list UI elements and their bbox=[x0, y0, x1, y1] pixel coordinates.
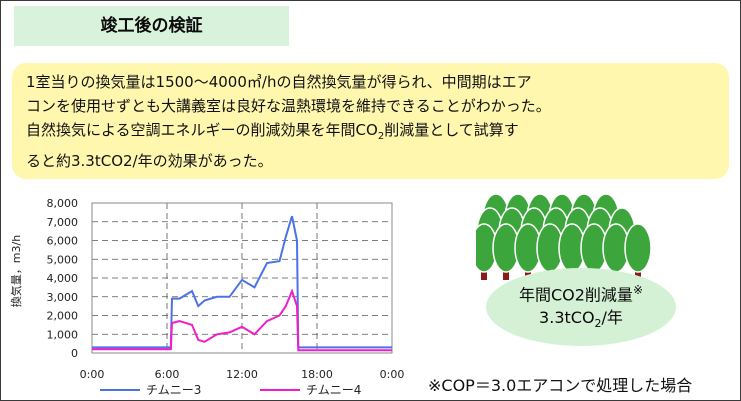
co2-reduction-badge: 年間CO2削減量※ 3.3tCO2/年 bbox=[486, 268, 676, 346]
tree-trunk bbox=[503, 266, 509, 280]
x-tick-label: 18:00 bbox=[301, 368, 333, 381]
summary-box bbox=[12, 63, 729, 179]
co2-badge-unit: /年 bbox=[601, 307, 623, 327]
y-tick-label: 8,000 bbox=[47, 197, 79, 210]
y-tick-label: 7,000 bbox=[47, 216, 79, 229]
legend-label-chimney3: チムニー3 bbox=[146, 383, 202, 397]
summary-line-3-part-a: 自然換気による空調エネルギーの削減効果を年間CO bbox=[26, 121, 378, 139]
x-tick-label: 6:00 bbox=[155, 368, 180, 381]
ventilation-chart: 0 1,000 2,000 3,000 4,000 5,000 6,000 7,000 8,00… bbox=[9, 197, 405, 381]
legend-label-chimney4: チムニー4 bbox=[306, 383, 362, 397]
chart-grid bbox=[92, 203, 392, 353]
summary-text: 1室当りの換気量は1500〜4000㎥/hの自然換気量が得られ、中間期はエア コ… bbox=[26, 70, 716, 173]
slide-title: 竣工後の検証 bbox=[14, 6, 289, 46]
x-tick-label: 0:00 bbox=[80, 368, 105, 381]
legend-swatch-chimney4 bbox=[260, 388, 300, 391]
y-tick-label: 0 bbox=[71, 347, 78, 360]
summary-line-1: 1室当りの換気量は1500〜4000㎥/hの自然換気量が得られ、中間期はエア bbox=[26, 73, 532, 91]
summary-line-4: ると約3.3tCO2/年の効果があった。 bbox=[26, 152, 273, 170]
x-tick-label: 0:00 bbox=[380, 368, 405, 381]
y-tick-label: 3,000 bbox=[47, 291, 79, 304]
tree-trunk bbox=[525, 266, 531, 280]
co2-badge-line2: 3.3tCO2/年 bbox=[539, 307, 623, 335]
summary-line-2: コンを使用せずとも大講義室は良好な温熱環境を維持できることがわかった。 bbox=[26, 97, 551, 115]
tree-trunk bbox=[635, 266, 641, 280]
chart-series bbox=[92, 215, 392, 352]
y-tick-label: 6,000 bbox=[47, 235, 79, 248]
legend-swatch-chimney3 bbox=[100, 388, 140, 391]
tree-trunk bbox=[481, 266, 487, 280]
y-tick-label: 2,000 bbox=[47, 310, 79, 323]
co2-badge-subscript: 2 bbox=[594, 316, 602, 330]
legend-item-chimney4: チムニー4 bbox=[260, 381, 361, 398]
plot-area bbox=[91, 202, 393, 354]
summary-line-3: 自然換気による空調エネルギーの削減効果を年間CO2削減量として試算す bbox=[26, 118, 716, 149]
footnote: ※COP＝3.0エアコンで処理した場合 bbox=[428, 376, 693, 395]
x-tick-label: 12:00 bbox=[226, 368, 258, 381]
chart-legend: チムニー3 チムニー4 bbox=[100, 381, 420, 397]
legend-item-chimney3: チムニー3 bbox=[100, 381, 201, 398]
y-tick-label: 1,000 bbox=[47, 328, 79, 341]
summary-line-3-part-b: 削減量として試算す bbox=[384, 121, 519, 139]
co2-badge-line1: 年間CO2削減量※ bbox=[519, 279, 643, 306]
y-tick-label: 4,000 bbox=[47, 272, 79, 285]
co2-badge-title: 年間CO2削減量 bbox=[518, 285, 633, 305]
series-line-chimney4 bbox=[92, 288, 392, 352]
chart-axes: 0 1,000 2,000 3,000 4,000 5,000 6,000 7,000 8,00… bbox=[47, 197, 405, 381]
co2-badge-mark: ※ bbox=[632, 283, 643, 298]
tree-group bbox=[476, 193, 652, 280]
y-tick-label: 5,000 bbox=[47, 253, 79, 266]
tree-crown bbox=[624, 223, 652, 273]
summary-line-3-subscript: 2 bbox=[377, 131, 385, 142]
co2-badge-value: 3.3tCO bbox=[539, 307, 595, 327]
chart-y-axis-label: 換気量，m3/h bbox=[9, 235, 23, 307]
